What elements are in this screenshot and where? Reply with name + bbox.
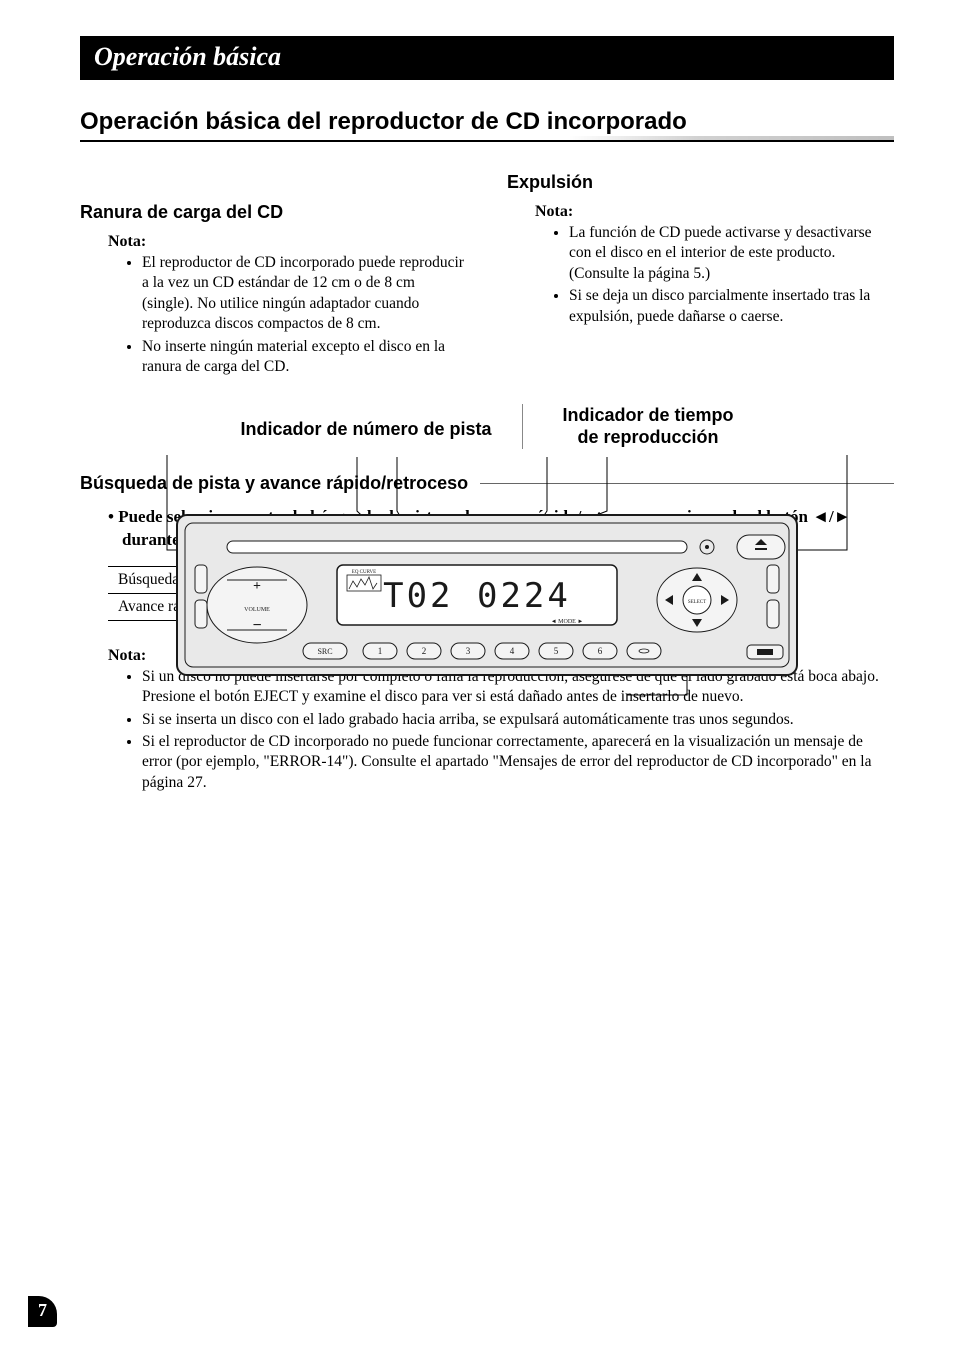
chapter-title: Operación básica — [94, 42, 281, 71]
svg-text:1: 1 — [378, 646, 383, 656]
left-note-list: El reproductor de CD incorporado puede r… — [142, 253, 467, 378]
heading-rule — [480, 483, 894, 484]
svg-text:6: 6 — [598, 646, 603, 656]
volume-rocker-icon: + − VOLUME — [207, 567, 307, 643]
right-heading: Expulsión — [507, 172, 894, 193]
section-title: Operación básica del reproductor de CD i… — [80, 108, 894, 142]
device-diagram: + − VOLUME EQ CURVE T02 0224 ◄ MODE ► — [107, 455, 867, 725]
callout-play-time-l1: Indicador de tiempo — [563, 405, 734, 425]
callout-play-time: Indicador de tiempo de reproducción — [563, 404, 734, 449]
list-item: El reproductor de CD incorporado puede r… — [142, 253, 467, 335]
chapter-title-bar: Operación básica — [80, 36, 894, 80]
svg-text:5: 5 — [554, 646, 559, 656]
svg-text:−: − — [252, 617, 261, 634]
eject-button-icon — [737, 535, 785, 559]
list-item: Si el reproductor de CD incorporado no p… — [142, 732, 894, 793]
svg-text:SELECT: SELECT — [688, 600, 706, 605]
list-item: Si se deja un disco parcialmente inserta… — [569, 286, 894, 327]
svg-text:2: 2 — [422, 646, 427, 656]
svg-text:+: + — [253, 579, 261, 594]
right-column: Expulsión Nota: La función de CD puede a… — [507, 172, 894, 380]
svg-text:3: 3 — [466, 646, 471, 656]
callout-track-number: Indicador de número de pista — [240, 404, 522, 449]
left-column: Ranura de carga del CD Nota: El reproduc… — [80, 172, 467, 380]
volume-label: VOLUME — [244, 607, 270, 613]
intro-columns: Ranura de carga del CD Nota: El reproduc… — [80, 172, 894, 380]
svg-text:EQ CURVE: EQ CURVE — [352, 570, 376, 575]
callout-play-time-l2: de reproducción — [578, 427, 719, 447]
select-dpad-icon: SELECT — [657, 568, 737, 632]
page-number: 7 — [28, 1296, 57, 1327]
svg-text:T02 0224: T02 0224 — [383, 576, 571, 616]
svg-text:4: 4 — [510, 646, 515, 656]
right-note-label: Nota: — [535, 203, 894, 221]
right-note-list: La función de CD puede activarse y desac… — [569, 223, 894, 327]
svg-text:SRC: SRC — [317, 647, 332, 656]
left-note-label: Nota: — [108, 233, 467, 251]
callout-row: Indicador de número de pista Indicador d… — [80, 404, 894, 449]
left-heading: Ranura de carga del CD — [80, 202, 467, 223]
list-item: No inserte ningún material excepto el di… — [142, 337, 467, 378]
list-item: La función de CD puede activarse y desac… — [569, 223, 894, 284]
svg-text:◄ MODE ►: ◄ MODE ► — [551, 619, 584, 625]
